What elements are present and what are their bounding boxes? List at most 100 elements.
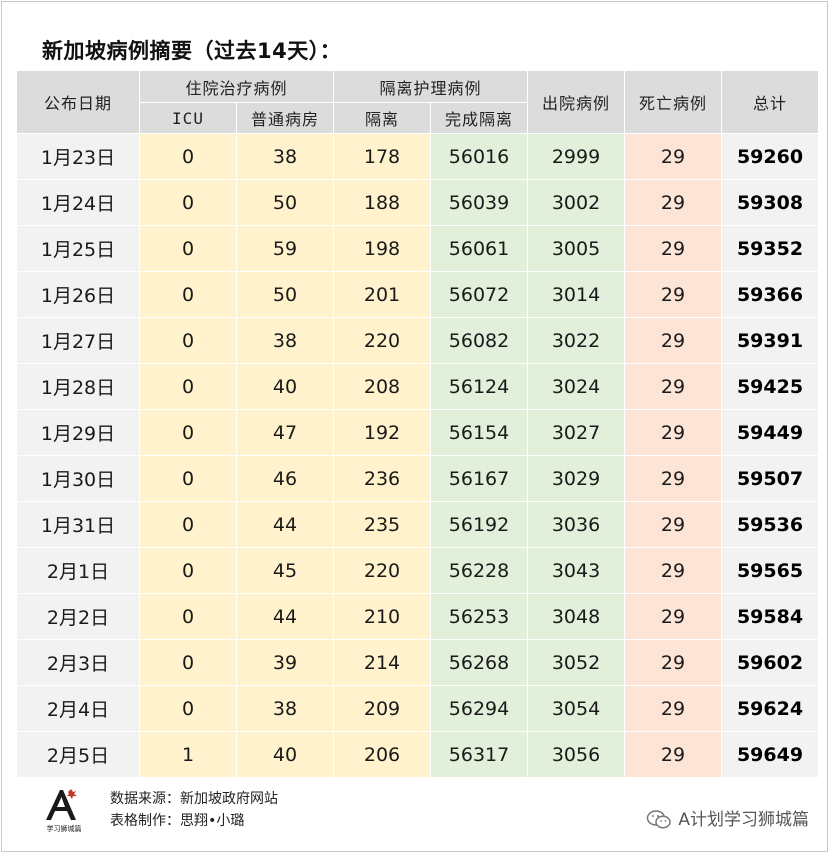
- cell-general-ward: 50: [237, 180, 334, 226]
- cell-total: 59391: [722, 318, 819, 364]
- table-row: 1月29日 0 47 192 56154 3027 29 59449: [17, 410, 819, 456]
- table-row: 2月2日 0 44 210 56253 3048 29 59584: [17, 594, 819, 640]
- cell-isolation: 220: [334, 548, 431, 594]
- header-general-ward: 普通病房: [237, 103, 334, 134]
- cell-general-ward: 59: [237, 226, 334, 272]
- cell-isolation: 198: [334, 226, 431, 272]
- cell-date: 2月1日: [17, 548, 140, 594]
- cell-icu: 0: [140, 410, 237, 456]
- cell-isolation: 209: [334, 686, 431, 732]
- header-completed-isolation: 完成隔离: [431, 103, 528, 134]
- cell-date: 1月31日: [17, 502, 140, 548]
- logo: 学习狮城篇: [36, 784, 92, 834]
- cell-icu: 0: [140, 548, 237, 594]
- table-row: 2月1日 0 45 220 56228 3043 29 59565: [17, 548, 819, 594]
- cell-icu: 0: [140, 364, 237, 410]
- cell-completed-isolation: 56167: [431, 456, 528, 502]
- cell-deaths: 29: [625, 502, 722, 548]
- cell-completed-isolation: 56228: [431, 548, 528, 594]
- cell-general-ward: 45: [237, 548, 334, 594]
- header-hospital-group: 住院治疗病例: [140, 71, 334, 103]
- cell-deaths: 29: [625, 456, 722, 502]
- cell-discharged: 3029: [528, 456, 625, 502]
- cell-deaths: 29: [625, 548, 722, 594]
- data-source-label: 数据来源：新加坡政府网站: [110, 788, 278, 810]
- cell-date: 1月30日: [17, 456, 140, 502]
- cell-deaths: 29: [625, 410, 722, 456]
- table-row: 1月26日 0 50 201 56072 3014 29 59366: [17, 272, 819, 318]
- table-row: 1月28日 0 40 208 56124 3024 29 59425: [17, 364, 819, 410]
- cell-discharged: 3054: [528, 686, 625, 732]
- cell-icu: 0: [140, 134, 237, 180]
- cell-completed-isolation: 56192: [431, 502, 528, 548]
- table-author-label: 表格制作：思翔•小璐: [110, 810, 278, 832]
- cell-icu: 0: [140, 502, 237, 548]
- cell-deaths: 29: [625, 732, 722, 778]
- cell-general-ward: 39: [237, 640, 334, 686]
- cell-icu: 0: [140, 272, 237, 318]
- cell-discharged: 3056: [528, 732, 625, 778]
- table-row: 1月23日 0 38 178 56016 2999 29 59260: [17, 134, 819, 180]
- cell-general-ward: 38: [237, 134, 334, 180]
- footer-credits: 数据来源：新加坡政府网站 表格制作：思翔•小璐: [110, 788, 278, 832]
- cell-discharged: 3052: [528, 640, 625, 686]
- header-date: 公布日期: [17, 71, 140, 134]
- cell-completed-isolation: 56016: [431, 134, 528, 180]
- cell-deaths: 29: [625, 226, 722, 272]
- wechat-account-name: A计划学习狮城篇: [678, 807, 809, 833]
- cell-icu: 0: [140, 594, 237, 640]
- table-row: 2月4日 0 38 209 56294 3054 29 59624: [17, 686, 819, 732]
- cell-date: 1月26日: [17, 272, 140, 318]
- cell-date: 1月24日: [17, 180, 140, 226]
- cell-isolation: 201: [334, 272, 431, 318]
- cell-discharged: 3014: [528, 272, 625, 318]
- cell-general-ward: 40: [237, 364, 334, 410]
- cell-discharged: 3027: [528, 410, 625, 456]
- table-row: 2月5日 1 40 206 56317 3056 29 59649: [17, 732, 819, 778]
- cell-general-ward: 46: [237, 456, 334, 502]
- cell-total: 59624: [722, 686, 819, 732]
- letter-a-logo-icon: 学习狮城篇: [36, 784, 92, 834]
- cell-completed-isolation: 56082: [431, 318, 528, 364]
- cell-deaths: 29: [625, 640, 722, 686]
- cell-completed-isolation: 56317: [431, 732, 528, 778]
- cell-date: 1月23日: [17, 134, 140, 180]
- cell-date: 2月4日: [17, 686, 140, 732]
- cell-discharged: 3022: [528, 318, 625, 364]
- cell-isolation: 206: [334, 732, 431, 778]
- cell-date: 2月5日: [17, 732, 140, 778]
- cell-deaths: 29: [625, 318, 722, 364]
- table-row: 2月3日 0 39 214 56268 3052 29 59602: [17, 640, 819, 686]
- cell-date: 2月3日: [17, 640, 140, 686]
- cell-total: 59425: [722, 364, 819, 410]
- table-row: 1月25日 0 59 198 56061 3005 29 59352: [17, 226, 819, 272]
- cell-date: 1月27日: [17, 318, 140, 364]
- cell-discharged: 3036: [528, 502, 625, 548]
- cell-deaths: 29: [625, 134, 722, 180]
- header-deaths: 死亡病例: [625, 71, 722, 134]
- cell-icu: 0: [140, 686, 237, 732]
- cell-isolation: 178: [334, 134, 431, 180]
- header-total: 总计: [722, 71, 819, 134]
- cell-date: 1月28日: [17, 364, 140, 410]
- table-row: 1月30日 0 46 236 56167 3029 29 59507: [17, 456, 819, 502]
- cell-general-ward: 47: [237, 410, 334, 456]
- cell-general-ward: 40: [237, 732, 334, 778]
- cell-completed-isolation: 56072: [431, 272, 528, 318]
- cell-completed-isolation: 56268: [431, 640, 528, 686]
- cell-date: 1月29日: [17, 410, 140, 456]
- cell-total: 59649: [722, 732, 819, 778]
- cell-total: 59366: [722, 272, 819, 318]
- cell-completed-isolation: 56124: [431, 364, 528, 410]
- cell-isolation: 192: [334, 410, 431, 456]
- logo-text: 学习狮城篇: [47, 824, 82, 833]
- cell-icu: 0: [140, 640, 237, 686]
- cell-deaths: 29: [625, 594, 722, 640]
- cell-deaths: 29: [625, 364, 722, 410]
- cell-discharged: 3005: [528, 226, 625, 272]
- cell-completed-isolation: 56061: [431, 226, 528, 272]
- cell-isolation: 236: [334, 456, 431, 502]
- cell-general-ward: 44: [237, 502, 334, 548]
- cell-icu: 0: [140, 180, 237, 226]
